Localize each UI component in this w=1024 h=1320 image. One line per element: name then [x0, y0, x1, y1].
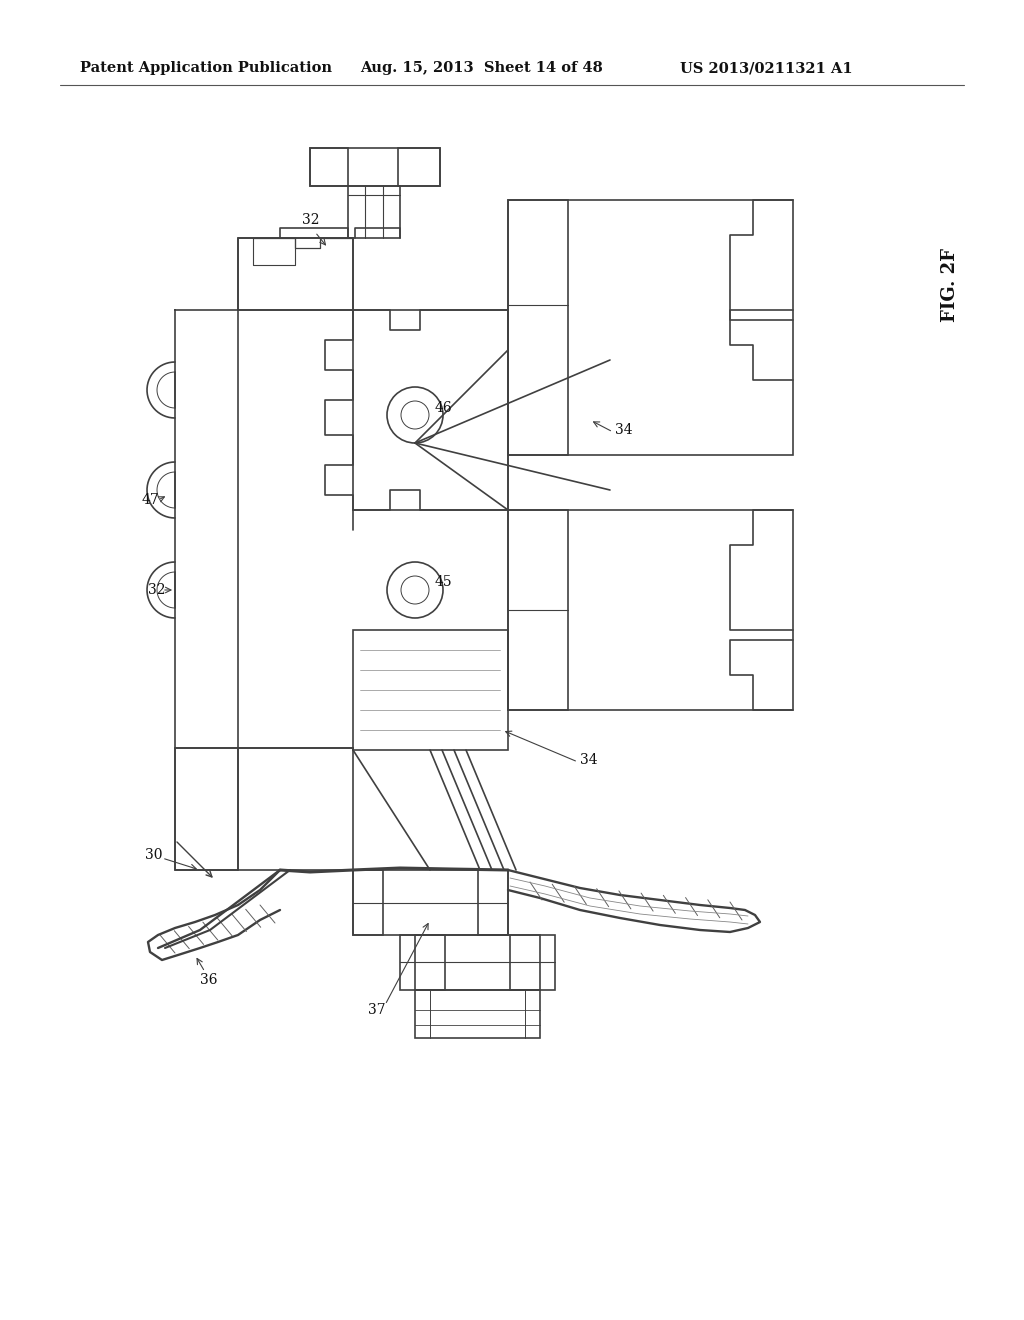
- Text: 32: 32: [148, 583, 166, 597]
- Text: Aug. 15, 2013  Sheet 14 of 48: Aug. 15, 2013 Sheet 14 of 48: [360, 61, 603, 75]
- Text: 34: 34: [615, 422, 633, 437]
- Bar: [508, 201, 793, 455]
- Bar: [478, 870, 508, 935]
- Text: 45: 45: [435, 576, 453, 589]
- Bar: [348, 186, 400, 238]
- Text: 30: 30: [145, 847, 163, 862]
- Bar: [353, 870, 508, 935]
- Bar: [353, 310, 508, 510]
- Text: US 2013/0211321 A1: US 2013/0211321 A1: [680, 61, 853, 75]
- Bar: [353, 630, 508, 750]
- Bar: [415, 935, 445, 990]
- Bar: [400, 935, 555, 990]
- Bar: [508, 201, 568, 455]
- Text: 32: 32: [302, 213, 319, 227]
- Bar: [398, 148, 440, 186]
- Text: 46: 46: [435, 401, 453, 414]
- Bar: [508, 510, 793, 710]
- Text: 47: 47: [142, 492, 160, 507]
- Bar: [510, 935, 540, 990]
- Bar: [238, 238, 353, 310]
- Bar: [310, 148, 440, 186]
- Bar: [508, 510, 568, 710]
- Text: Patent Application Publication: Patent Application Publication: [80, 61, 332, 75]
- Text: 36: 36: [200, 973, 217, 987]
- Text: 37: 37: [368, 1003, 386, 1016]
- Text: 34: 34: [580, 752, 598, 767]
- Text: FIG. 2F: FIG. 2F: [941, 248, 959, 322]
- Bar: [175, 748, 353, 870]
- Bar: [415, 990, 540, 1038]
- Bar: [310, 148, 348, 186]
- Bar: [353, 870, 383, 935]
